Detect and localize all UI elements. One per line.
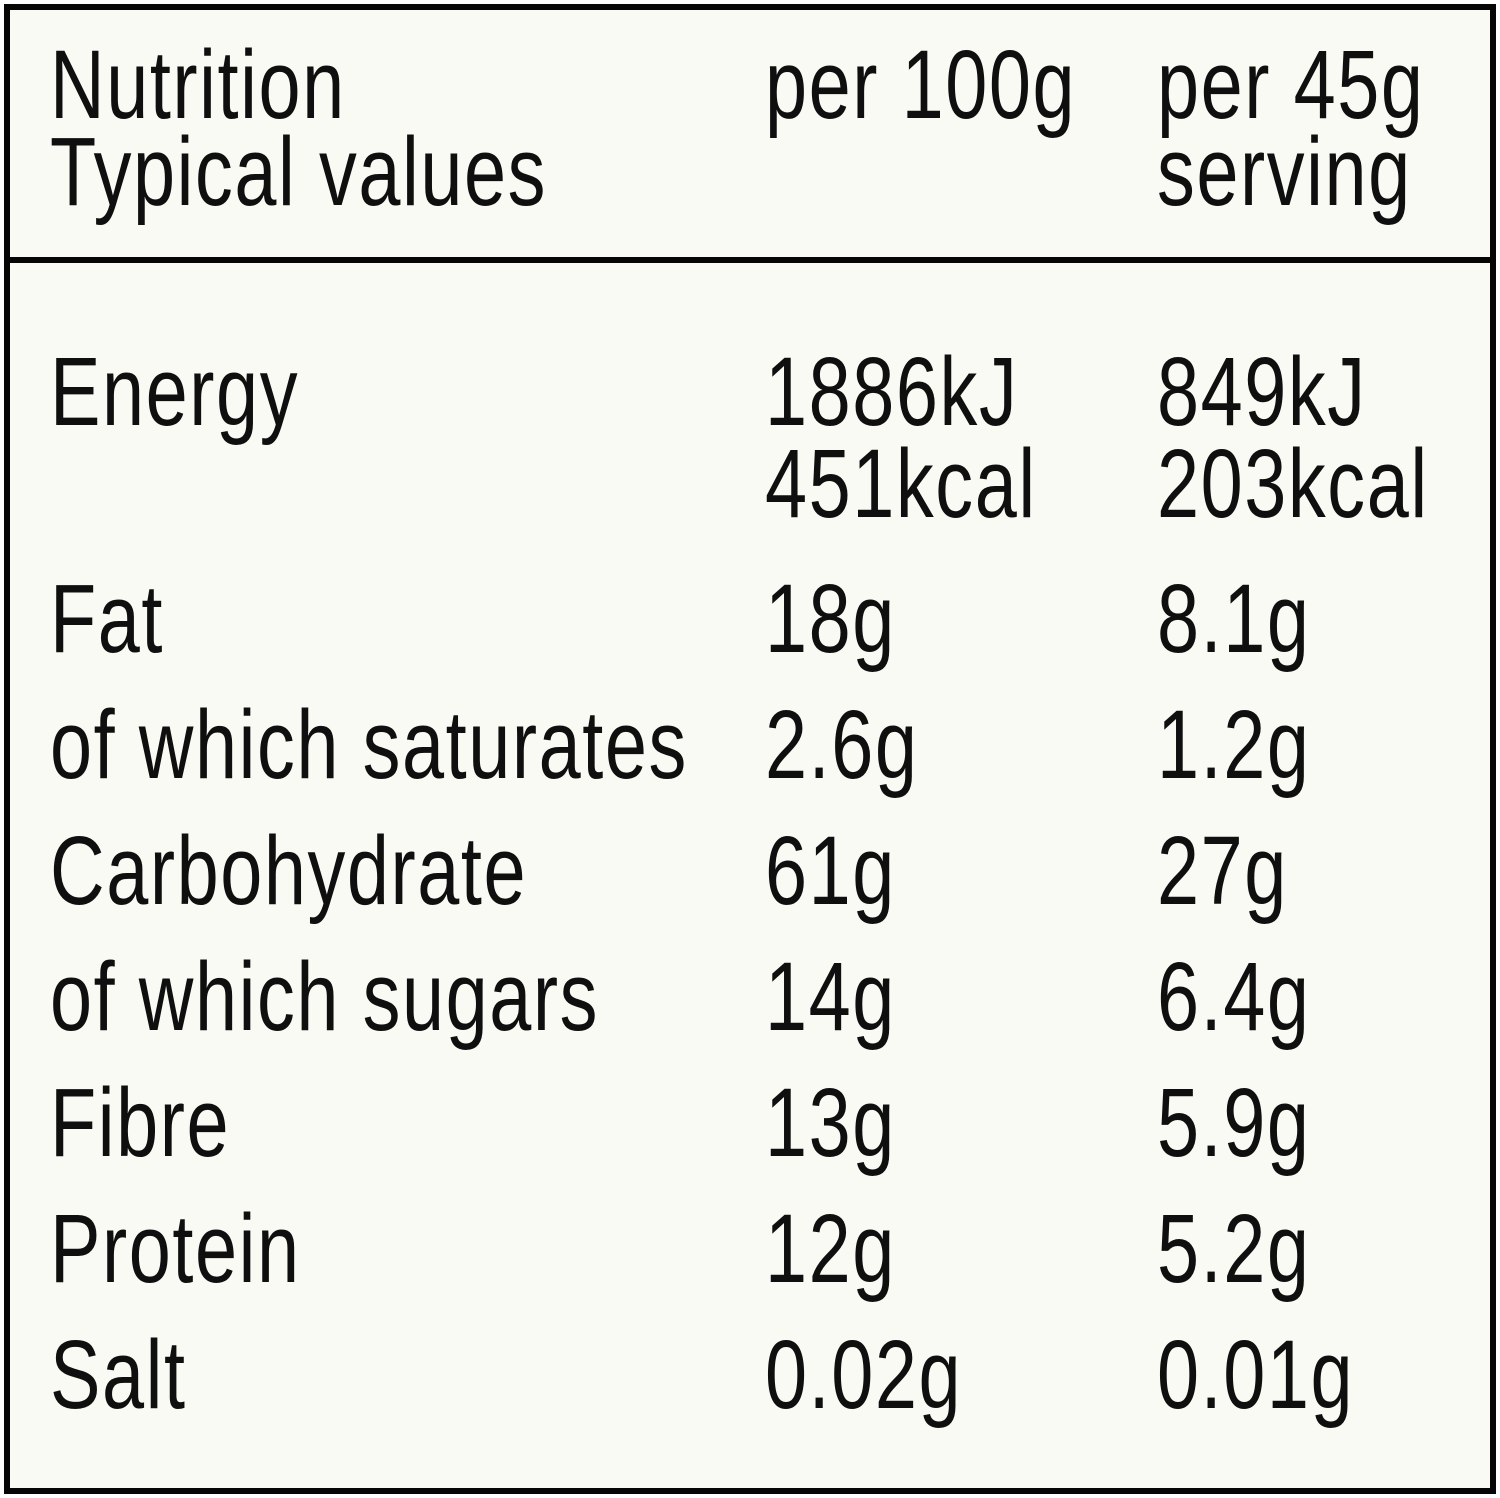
table-row-saturates: of which saturates 2.6g 1.2g [50,696,1490,822]
header-title-cell: Nutrition Typical values [50,36,765,257]
nutrient-name: Salt [50,1320,187,1429]
value-per-serving: 27g [1157,816,1288,925]
value-per-100g-kj: 1886kJ [765,337,1019,446]
value-per-100g: 13g [765,1068,896,1177]
nutrition-table: Nutrition Typical values per 100g per 45… [4,4,1496,1494]
nutrient-name: of which saturates [50,690,688,799]
header-title-line2: Typical values [50,117,548,226]
table-row-fat: Fat 18g 8.1g [50,570,1490,696]
table-body: Energy 1886kJ 451kcal 849kJ 203kcal Fat … [10,263,1490,1452]
nutrient-name: Carbohydrate [50,816,528,925]
value-per-serving-cell: 849kJ 203kcal [1157,343,1500,570]
value-per-serving: 0.01g [1157,1320,1355,1429]
value-per-100g-cell: 1886kJ 451kcal [765,343,1157,570]
nutrient-name: Energy [50,337,300,446]
table-row-sugars: of which sugars 14g 6.4g [50,948,1490,1074]
value-per-100g: 61g [765,816,896,925]
value-per-serving: 5.9g [1157,1068,1311,1177]
value-per-100g: 2.6g [765,690,919,799]
value-per-serving: 8.1g [1157,564,1311,673]
value-per-100g: 14g [765,942,896,1051]
header-per-serving-line2: serving [1157,117,1412,226]
value-per-serving-kj: 849kJ [1157,337,1367,446]
value-per-serving-kcal: 203kcal [1157,429,1429,538]
nutrient-name: Fibre [50,1068,231,1177]
table-row-carbohydrate: Carbohydrate 61g 27g [50,822,1490,948]
table-row-protein: Protein 12g 5.2g [50,1200,1490,1326]
header-per-serving-cell: per 45g serving [1157,36,1500,257]
header-per-serving-line1: per 45g [1157,30,1425,139]
value-per-100g: 18g [765,564,896,673]
table-row-fibre: Fibre 13g 5.9g [50,1074,1490,1200]
header-title-line1: Nutrition [50,30,346,139]
value-per-100g: 0.02g [765,1320,963,1429]
table-header: Nutrition Typical values per 100g per 45… [10,10,1490,263]
value-per-100g-kcal: 451kcal [765,429,1037,538]
value-per-serving: 6.4g [1157,942,1311,1051]
value-per-100g: 12g [765,1194,896,1303]
nutrient-name: Protein [50,1194,301,1303]
value-per-serving: 5.2g [1157,1194,1311,1303]
nutrient-name-cell: Energy [50,343,765,570]
value-per-serving: 1.2g [1157,690,1311,799]
header-per100g-cell: per 100g [765,36,1157,257]
table-row-energy: Energy 1886kJ 451kcal 849kJ 203kcal [50,343,1490,570]
header-per100g-label: per 100g [765,30,1077,139]
nutrient-name: of which sugars [50,942,600,1051]
nutrient-name: Fat [50,564,165,673]
table-row-salt: Salt 0.02g 0.01g [50,1326,1490,1452]
